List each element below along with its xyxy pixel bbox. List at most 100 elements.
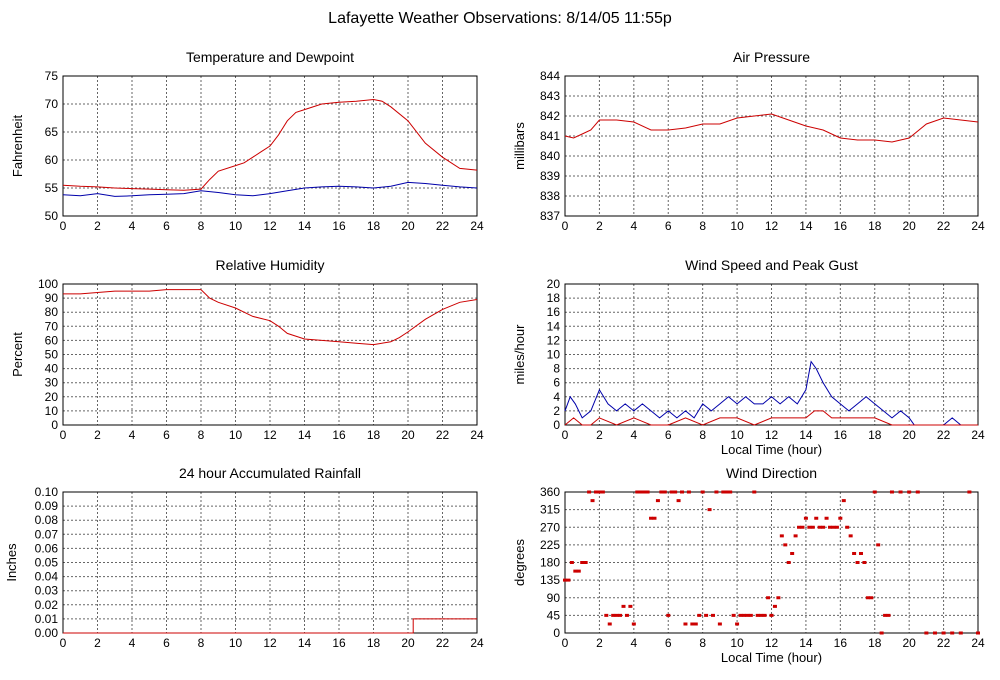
- temp-dewpoint-y-tick-label: 70: [45, 97, 59, 111]
- wind-direction-point: [741, 613, 746, 617]
- wind-speed-series-line-2: [564, 410, 978, 426]
- wind-direction-point: [673, 490, 678, 494]
- wind-direction-point: [614, 613, 619, 617]
- relative-humidity-x-tick-label: 0: [60, 428, 67, 442]
- relative-humidity-chart: 0 2 4 6 8 10 12 14 16 18 20 22 240102030405060708090…: [10, 257, 484, 442]
- relative-humidity-x-tick-label: 4: [129, 428, 136, 442]
- wind-direction-point: [838, 516, 843, 520]
- wind-direction-point: [576, 569, 581, 573]
- relative-humidity-y-tick-label: 50: [45, 348, 59, 362]
- wind-speed-y-tick-label: 10: [547, 348, 561, 362]
- relative-humidity-y-axis-label: Percent: [10, 332, 25, 377]
- rainfall-x-tick-label: 10: [229, 636, 243, 650]
- wind-direction-x-tick-label: 20: [902, 636, 916, 650]
- wind-direction-point: [652, 516, 657, 520]
- temp-dewpoint-y-tick-label: 55: [45, 181, 59, 195]
- wind-direction-x-tick-label: 16: [834, 636, 848, 650]
- wind-direction-point: [748, 613, 753, 617]
- temp-dewpoint-x-tick-label: 4: [129, 219, 136, 233]
- air-pressure-x-tick-label: 4: [630, 219, 637, 233]
- temp-dewpoint-y-tick-label: 60: [45, 153, 59, 167]
- temp-dewpoint-y-axis-label: Fahrenheit: [10, 115, 25, 178]
- wind-direction-point: [865, 596, 870, 600]
- wind-direction-point: [852, 551, 857, 555]
- relative-humidity-x-tick-label: 10: [229, 428, 243, 442]
- temp-dewpoint-series-line-1: [62, 98, 478, 191]
- wind-direction-point: [655, 499, 660, 503]
- wind-direction-point: [642, 490, 647, 494]
- temp-dewpoint-x-tick-label: 2: [94, 219, 101, 233]
- wind-direction-point: [635, 490, 640, 494]
- wind-direction-point: [941, 631, 946, 635]
- wind-direction-y-tick-label: 180: [540, 556, 560, 570]
- rainfall-y-tick-label: 0.00: [35, 626, 59, 640]
- wind-direction-point: [649, 516, 654, 520]
- air-pressure-x-tick-label: 22: [937, 219, 951, 233]
- wind-direction-point: [618, 613, 623, 617]
- wind-direction-point: [786, 561, 791, 564]
- wind-direction-point: [783, 543, 788, 547]
- wind-speed-x-tick-label: 2: [596, 428, 603, 442]
- wind-direction-point: [587, 490, 592, 494]
- wind-direction-point: [855, 561, 860, 564]
- wind-direction-point: [848, 534, 853, 538]
- air-pressure-x-tick-label: 10: [730, 219, 744, 233]
- temp-dewpoint-x-tick-label: 20: [401, 219, 415, 233]
- relative-humidity-x-tick-label: 20: [401, 428, 415, 442]
- rainfall-x-tick-label: 22: [436, 636, 450, 650]
- relative-humidity-y-tick-label: 30: [45, 376, 59, 390]
- wind-direction-point: [717, 622, 722, 626]
- temp-dewpoint-series-line-2: [62, 181, 478, 197]
- wind-speed-x-tick-label: 4: [630, 428, 637, 442]
- temp-dewpoint-plot-frame: [62, 75, 478, 217]
- wind-speed-series-line-1: [564, 360, 978, 426]
- wind-direction-point: [580, 561, 585, 564]
- wind-direction-point: [611, 613, 616, 617]
- relative-humidity-x-tick-label: 12: [263, 428, 277, 442]
- temp-dewpoint-x-tick-label: 22: [436, 219, 450, 233]
- wind-speed-y-tick-label: 6: [553, 376, 560, 390]
- wind-direction-y-tick-label: 225: [540, 538, 560, 552]
- relative-humidity-y-tick-label: 60: [45, 333, 59, 347]
- wind-direction-x-tick-label: 4: [630, 636, 637, 650]
- wind-direction-point: [810, 525, 815, 529]
- wind-direction-plot-frame: [564, 491, 979, 634]
- wind-direction-point: [772, 604, 777, 608]
- rainfall-y-tick-label: 0.06: [35, 541, 59, 555]
- wind-direction-title: Wind Direction: [726, 465, 817, 481]
- wind-direction-point: [845, 525, 850, 529]
- rainfall-y-tick-label: 0.01: [35, 612, 59, 626]
- wind-direction-point: [752, 490, 757, 494]
- wind-speed-chart: 0 2 4 6 8 10 12 14 16 18 20 22 2402468101214161820Wi…: [512, 257, 985, 457]
- wind-direction-x-tick-label: 8: [699, 636, 706, 650]
- relative-humidity-x-tick-label: 2: [94, 428, 101, 442]
- relative-humidity-y-tick-label: 90: [45, 291, 59, 305]
- air-pressure-y-tick-label: 840: [540, 149, 560, 163]
- air-pressure-x-tick-label: 0: [562, 219, 569, 233]
- rainfall-y-tick-label: 0.07: [35, 527, 59, 541]
- air-pressure-y-tick-label: 841: [540, 129, 560, 143]
- wind-direction-point: [704, 613, 709, 617]
- page-title: Lafayette Weather Observations: 8/14/05 …: [328, 10, 672, 27]
- wind-direction-point: [686, 490, 691, 494]
- rainfall-x-tick-label: 24: [470, 636, 484, 650]
- wind-direction-chart: 0 2 4 6 8 10 12 14 16 18 20 22 240459013518022527031…: [512, 465, 985, 665]
- wind-speed-x-tick-label: 12: [765, 428, 779, 442]
- wind-direction-point: [872, 490, 877, 494]
- wind-speed-y-tick-label: 16: [547, 305, 561, 319]
- relative-humidity-y-tick-label: 80: [45, 305, 59, 319]
- rainfall-x-tick-label: 20: [401, 636, 415, 650]
- wind-speed-y-tick-label: 8: [553, 362, 560, 376]
- wind-direction-point: [738, 613, 743, 617]
- temp-dewpoint-chart: 0 2 4 6 8 10 12 14 16 18 20 22 24505560657075Tempera…: [10, 49, 484, 233]
- wind-direction-point: [735, 622, 740, 626]
- wind-direction-x-tick-label: 12: [765, 636, 779, 650]
- rainfall-x-tick-label: 2: [94, 636, 101, 650]
- wind-direction-point: [583, 561, 588, 564]
- wind-speed-x-tick-label: 10: [730, 428, 744, 442]
- temp-dewpoint-x-tick-label: 16: [332, 219, 346, 233]
- wind-direction-point: [790, 551, 795, 555]
- wind-direction-point: [697, 613, 702, 617]
- wind-direction-x-axis-label: Local Time (hour): [721, 650, 822, 665]
